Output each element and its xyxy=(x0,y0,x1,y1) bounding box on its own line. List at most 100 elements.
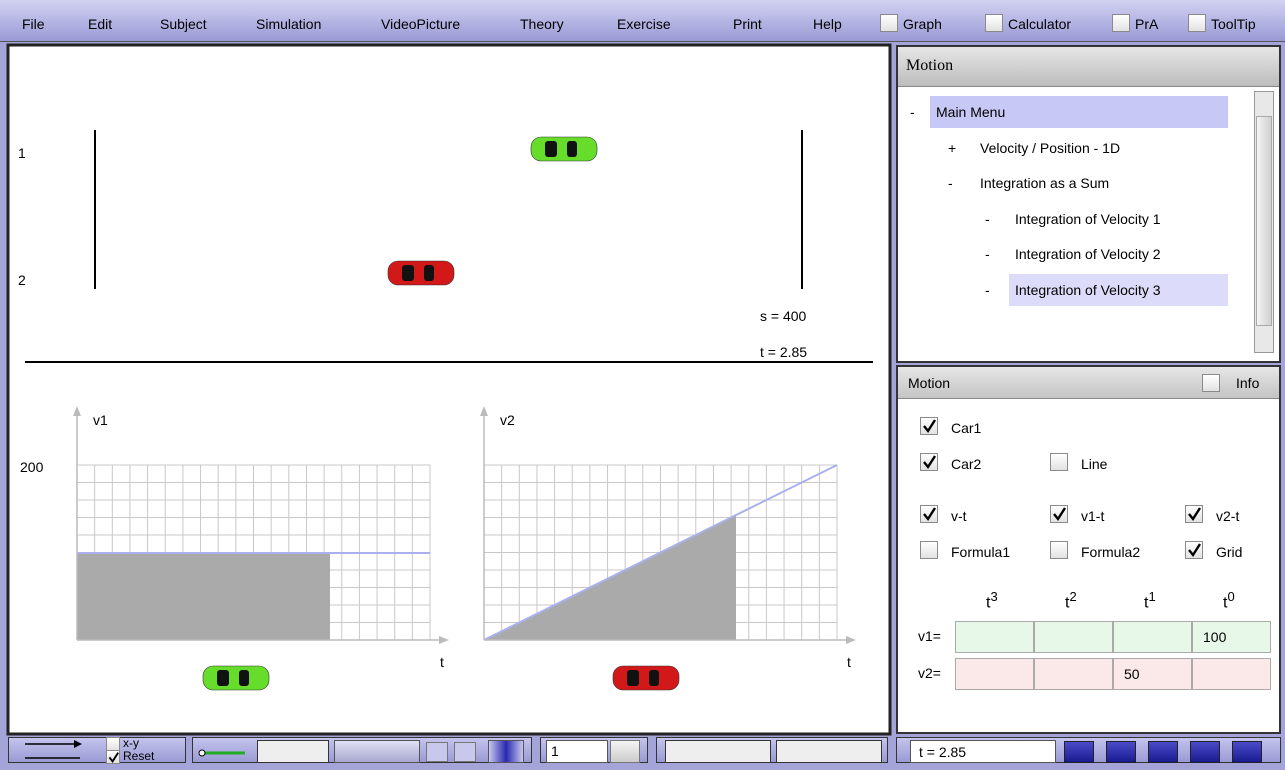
menu-item[interactable]: Print xyxy=(733,16,762,32)
option-label[interactable]: Car1 xyxy=(951,420,981,436)
menu-item[interactable]: Simulation xyxy=(256,16,321,32)
style-square[interactable] xyxy=(454,742,476,762)
style-square[interactable] xyxy=(426,742,448,762)
coefficient-cell[interactable] xyxy=(955,658,1034,690)
option-label[interactable]: v2-t xyxy=(1216,508,1239,524)
menu-item[interactable]: Edit xyxy=(88,16,112,32)
toolbar-toggle-label[interactable]: Graph xyxy=(903,16,942,32)
menu-item[interactable]: Subject xyxy=(160,16,207,32)
menu-item[interactable]: Theory xyxy=(520,16,564,32)
car-window xyxy=(649,670,659,686)
checkbox[interactable] xyxy=(1050,453,1068,471)
tree-panel: Motion - Main Menu + Velocity / Position - 1… xyxy=(896,45,1281,363)
tree-marker[interactable]: - xyxy=(985,211,990,227)
menu-item[interactable]: Help xyxy=(813,16,842,32)
car-window xyxy=(239,670,249,686)
panel-title: Motion xyxy=(908,375,950,391)
tree-marker[interactable]: - xyxy=(985,282,990,298)
power-header: t2 xyxy=(1065,589,1077,612)
scroll-thumb[interactable] xyxy=(1256,116,1272,326)
x-axis-label: t xyxy=(440,654,444,670)
checkbox[interactable] xyxy=(920,505,938,523)
area xyxy=(77,553,330,640)
panel-title: Motion xyxy=(898,47,1279,87)
checkbox[interactable] xyxy=(1050,541,1068,559)
checkbox[interactable] xyxy=(1202,374,1220,392)
tree-item[interactable]: Velocity / Position - 1D xyxy=(980,140,1120,156)
playback-button[interactable] xyxy=(1190,741,1220,763)
checkbox[interactable] xyxy=(920,453,938,471)
info-label[interactable]: Info xyxy=(1236,375,1259,391)
tree-item[interactable]: Integration of Velocity 2 xyxy=(1015,246,1161,262)
option-label[interactable]: Car2 xyxy=(951,456,981,472)
coefficient-cell[interactable] xyxy=(1034,621,1113,653)
checkbox[interactable] xyxy=(1188,14,1206,32)
playback-button[interactable] xyxy=(1232,741,1262,763)
power-header: t3 xyxy=(986,589,998,612)
coefficient-cell[interactable]: 100 xyxy=(1192,621,1271,653)
tree-item[interactable]: Integration of Velocity 1 xyxy=(1015,211,1161,227)
playback-button[interactable] xyxy=(1064,741,1094,763)
car-window xyxy=(627,670,639,686)
tree-item[interactable]: Integration as a Sum xyxy=(980,175,1109,191)
checkbox[interactable] xyxy=(106,737,120,751)
output-box xyxy=(776,740,882,763)
tree-marker[interactable]: - xyxy=(985,246,990,262)
coefficient-cell[interactable]: 50 xyxy=(1113,658,1192,690)
car xyxy=(388,261,454,285)
option-label[interactable]: Formula1 xyxy=(951,544,1010,560)
step-input[interactable]: 1 xyxy=(546,740,608,763)
toolbar-toggle-label[interactable]: PrA xyxy=(1135,16,1158,32)
toolbar-toggle-label[interactable]: ToolTip xyxy=(1211,16,1256,32)
tree-marker[interactable]: - xyxy=(948,175,953,191)
coefficient-cell[interactable] xyxy=(1113,621,1192,653)
menu-item[interactable]: File xyxy=(22,16,45,32)
checkbox[interactable] xyxy=(880,14,898,32)
xy-label[interactable]: x-y xyxy=(123,736,139,750)
coefficient-cell[interactable] xyxy=(1192,658,1271,690)
coefficient-cell[interactable] xyxy=(1034,658,1113,690)
checkbox[interactable] xyxy=(920,541,938,559)
checkbox[interactable] xyxy=(985,14,1003,32)
option-label[interactable]: v-t xyxy=(951,508,967,524)
checkbox[interactable] xyxy=(1185,505,1203,523)
coefficient-cell[interactable] xyxy=(955,621,1034,653)
reset-label[interactable]: Reset xyxy=(123,749,154,763)
car-body xyxy=(388,261,454,285)
option-label[interactable]: Grid xyxy=(1216,544,1242,560)
panel-header xyxy=(898,367,1279,399)
scrollbar[interactable] xyxy=(1254,91,1274,353)
color-gradient[interactable] xyxy=(488,740,524,763)
time-label: t = 2.85 xyxy=(760,344,807,360)
settings-panel: Motion Info Car1 Car2 Line v-t v1-t v2-t Formula… xyxy=(896,365,1281,734)
menu-item[interactable]: Exercise xyxy=(617,16,671,32)
menu-item[interactable]: VideoPicture xyxy=(381,16,460,32)
tree-item[interactable]: Main Menu xyxy=(936,104,1005,120)
playback-button[interactable] xyxy=(1148,741,1178,763)
lane-label: 2 xyxy=(18,272,26,288)
output-box xyxy=(665,740,771,763)
x-axis-label: t xyxy=(847,654,851,670)
check-mark xyxy=(1186,542,1202,558)
dropdown[interactable] xyxy=(334,740,420,763)
power-exponent: 2 xyxy=(1069,589,1076,604)
option-label[interactable]: Formula2 xyxy=(1081,544,1140,560)
spinner[interactable] xyxy=(610,740,640,763)
check-mark xyxy=(1051,506,1067,522)
checkbox[interactable] xyxy=(920,417,938,435)
tree-marker[interactable]: + xyxy=(948,140,956,156)
checkbox[interactable] xyxy=(1185,541,1203,559)
tree-item[interactable]: Integration of Velocity 3 xyxy=(1015,282,1161,298)
playback-button[interactable] xyxy=(1106,741,1136,763)
checkbox[interactable] xyxy=(106,750,120,764)
check-mark xyxy=(921,418,937,434)
checkbox[interactable] xyxy=(1112,14,1130,32)
tree-marker[interactable]: - xyxy=(910,104,915,120)
option-label[interactable]: Line xyxy=(1081,456,1107,472)
car xyxy=(531,137,597,161)
color-box[interactable] xyxy=(257,740,329,763)
option-label[interactable]: v1-t xyxy=(1081,508,1104,524)
distance-label: s = 400 xyxy=(760,308,807,324)
checkbox[interactable] xyxy=(1050,505,1068,523)
toolbar-toggle-label[interactable]: Calculator xyxy=(1008,16,1071,32)
